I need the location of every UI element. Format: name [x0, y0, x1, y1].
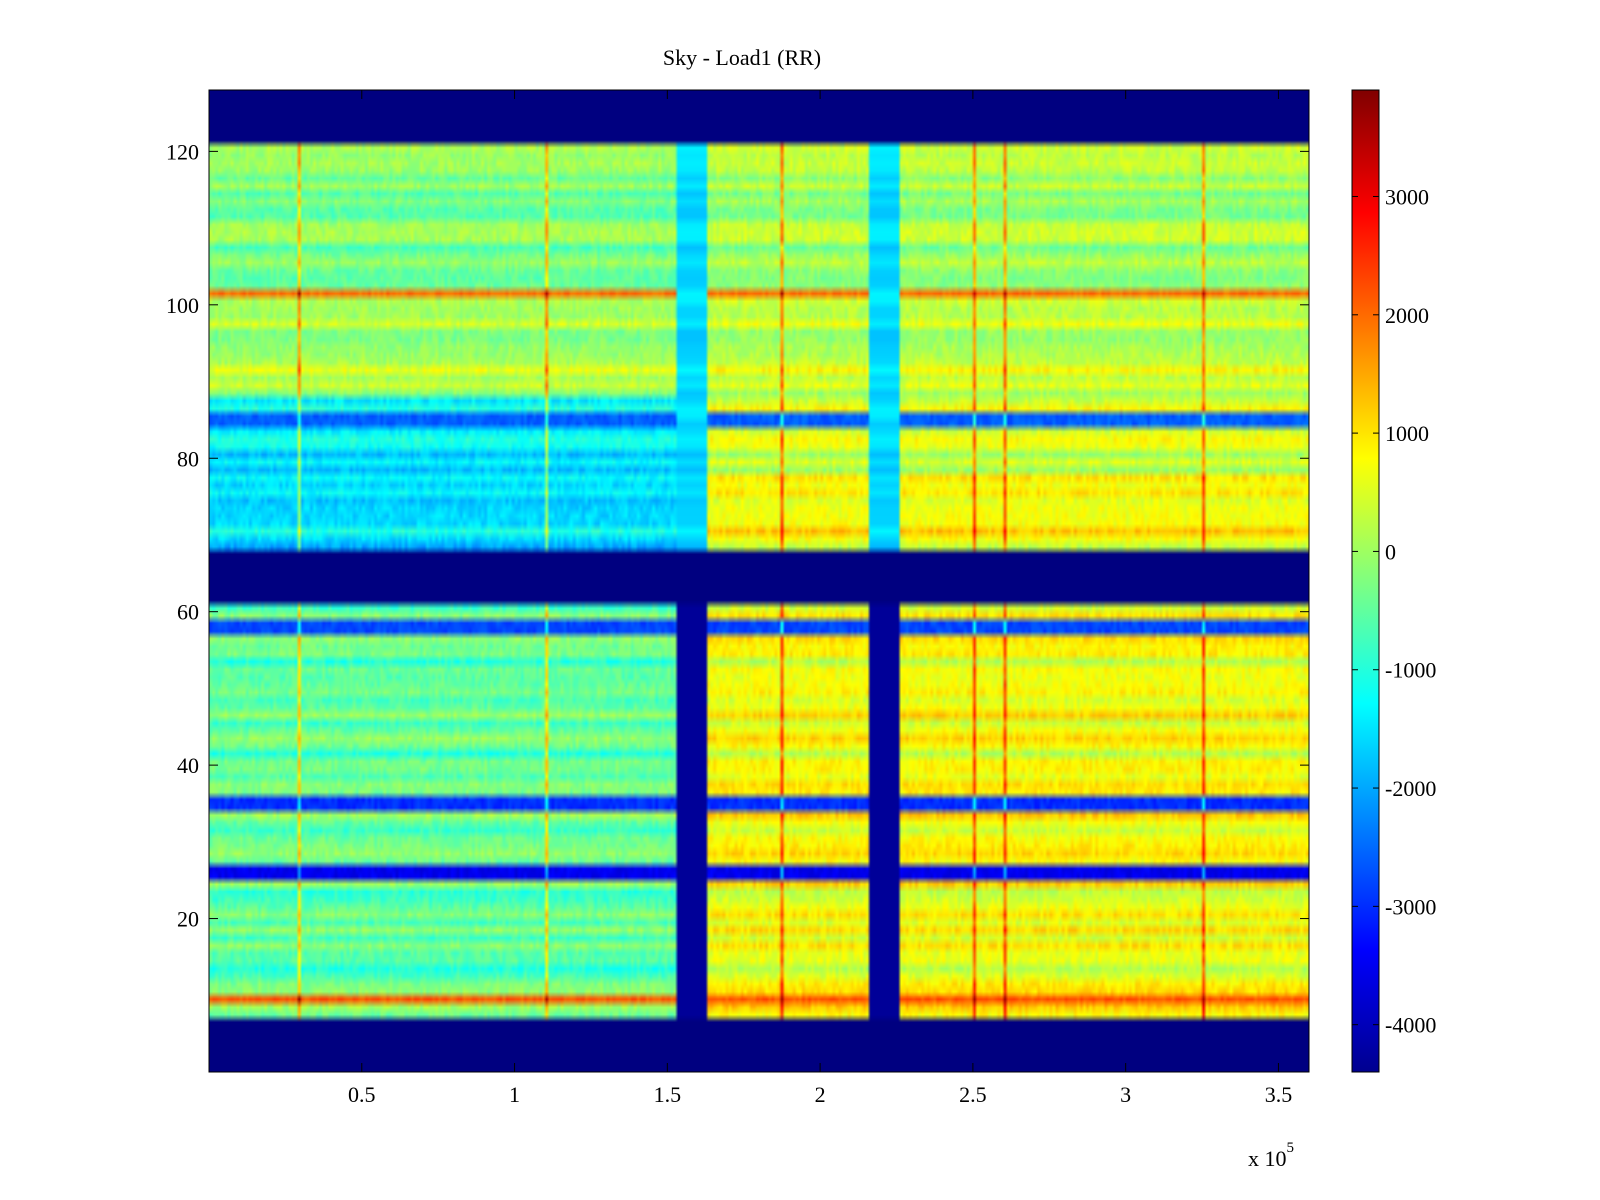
colorbar-tick-label: -2000: [1385, 776, 1436, 801]
y-tick-label: 60: [177, 600, 199, 625]
colorbar-tick-label: -4000: [1385, 1013, 1436, 1038]
colorbar-tick-label: 3000: [1385, 184, 1429, 209]
colorbar-tick-label: 0: [1385, 539, 1396, 564]
y-tick-label: 80: [177, 446, 199, 471]
y-tick-label: 100: [166, 293, 199, 318]
colorbar: 3000 2000 1000 0 -1000 -2000 -3000 -4000: [1351, 89, 1436, 1073]
heatmap-image: [209, 90, 1309, 1072]
plot-area: [208, 89, 1310, 1073]
y-tick-label: 120: [166, 139, 199, 164]
x-axis: 0.5 1 1.5 2 2.5 3 3.5: [348, 90, 1292, 1107]
plot-frame: [208, 89, 1310, 1073]
y-axis: 20 40 60 80 100 120: [166, 139, 1309, 932]
x-tick-label: 3.5: [1265, 1082, 1293, 1107]
colorbar-tick-label: -3000: [1385, 894, 1436, 919]
colorbar-tick-label: 2000: [1385, 303, 1429, 328]
colorbar-gradient: [1351, 89, 1380, 1073]
x-tick-label: 2.5: [959, 1082, 987, 1107]
chart-title: Sky - Load1 (RR): [663, 45, 821, 70]
y-tick-label: 40: [177, 753, 199, 778]
colorbar-tick-label: -1000: [1385, 658, 1436, 683]
x-exponent-label: x 105: [1248, 1140, 1294, 1171]
y-tick-label: 20: [177, 907, 199, 932]
x-tick-label: 2: [815, 1082, 826, 1107]
colorbar-ticks: 3000 2000 1000 0 -1000 -2000 -3000 -4000: [1352, 184, 1436, 1038]
x-tick-label: 1: [509, 1082, 520, 1107]
x-tick-label: 3: [1120, 1082, 1131, 1107]
colorbar-tick-label: 1000: [1385, 421, 1429, 446]
x-tick-label: 1.5: [654, 1082, 682, 1107]
x-tick-label: 0.5: [348, 1082, 376, 1107]
